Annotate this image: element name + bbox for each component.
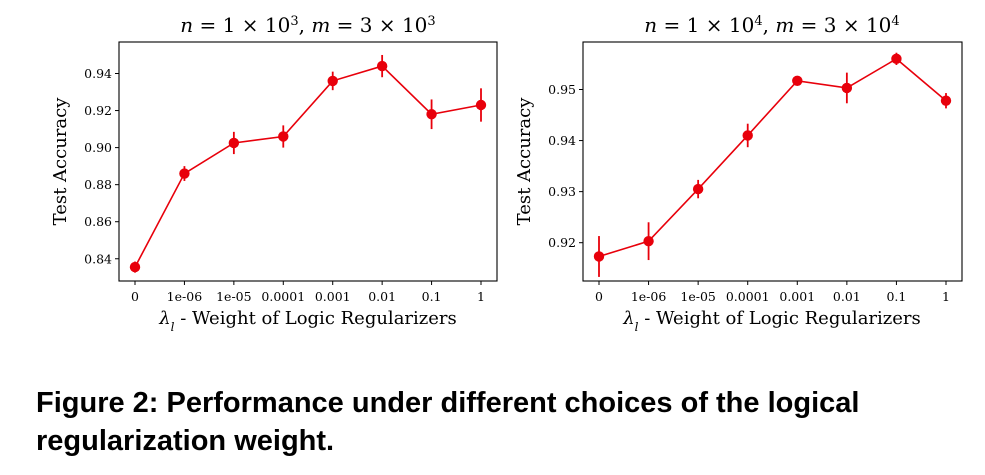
plot-frame (582, 41, 963, 282)
x-tick-label: 0.0001 (726, 289, 770, 304)
y-tick-label: 0.88 (84, 177, 112, 192)
y-tick-label: 0.94 (84, 66, 112, 81)
y-tick-label: 0.95 (548, 82, 576, 97)
y-axis-label: Test Accuracy (50, 97, 71, 226)
x-tick-label: 0.01 (833, 289, 861, 304)
x-tick-label: 0.1 (886, 289, 906, 304)
data-point (179, 168, 190, 179)
x-tick-label: 0.01 (368, 289, 396, 304)
plot-frame (118, 41, 498, 282)
y-tick-label: 0.94 (548, 133, 576, 148)
x-tick-label: 1e-05 (216, 289, 251, 304)
x-tick-label: 0.001 (779, 289, 815, 304)
data-point (742, 130, 753, 141)
data-point (278, 131, 289, 142)
x-tick-label: 0.001 (315, 289, 351, 304)
y-tick-label: 0.90 (84, 140, 112, 155)
chart-title: n = 1 × 103, m = 3 × 103 (180, 13, 435, 37)
x-axis-label: λl - Weight of Logic Regularizers (622, 308, 921, 334)
x-tick-label: 0.1 (422, 289, 442, 304)
chart-panel-2: n = 1 × 104, m = 3 × 104 0.92 0.93 0.94 0.95… (514, 13, 963, 334)
x-tick-label: 0 (595, 289, 603, 304)
x-tick-label: 1e-05 (680, 289, 715, 304)
y-axis-label: Test Accuracy (514, 97, 535, 226)
chart-panel-1: n = 1 × 103, m = 3 × 103 0.84 0.86 0.88 0.90… (50, 13, 498, 334)
y-tick-label: 0.92 (548, 235, 576, 250)
x-axis-label: λl - Weight of Logic Regularizers (158, 308, 457, 334)
data-point (841, 82, 853, 94)
series-line (134, 65, 482, 268)
data-point (327, 75, 338, 87)
x-tick-label: 1 (942, 289, 950, 304)
data-point (792, 75, 803, 87)
y-tick-label: 0.93 (548, 184, 576, 199)
x-tick-label: 1e-06 (167, 289, 203, 304)
figure-panels: n = 1 × 103, m = 3 × 103 0.84 0.86 0.88 0.90… (50, 13, 963, 334)
data-point (692, 183, 704, 195)
x-tick-label: 0 (131, 289, 139, 304)
data-point (643, 235, 654, 247)
x-tick-label: 1e-06 (631, 289, 667, 304)
y-tick-label: 0.86 (84, 214, 112, 229)
data-point (940, 95, 952, 106)
data-point (228, 137, 240, 149)
data-point (426, 109, 437, 120)
x-tick-label: 0.0001 (261, 289, 305, 304)
data-point (891, 53, 902, 65)
data-point (475, 99, 487, 111)
y-tick-label: 0.84 (84, 251, 112, 266)
data-point (593, 251, 605, 262)
data-point (129, 261, 141, 273)
y-tick-label: 0.92 (84, 103, 112, 118)
data-point (376, 60, 388, 72)
chart-title: n = 1 × 104, m = 3 × 104 (644, 13, 899, 37)
x-tick-label: 1 (477, 289, 485, 304)
figure-caption: Figure 2: Performance under different ch… (36, 387, 860, 457)
series-line (598, 57, 947, 258)
